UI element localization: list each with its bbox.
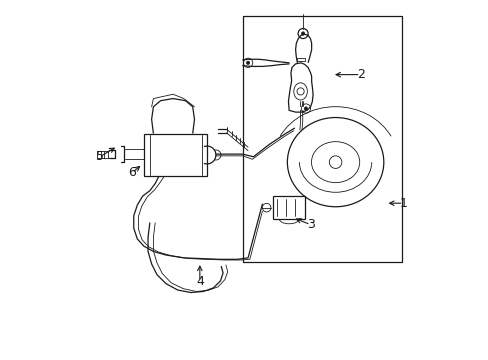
Text: 3: 3 xyxy=(306,218,314,231)
Text: 1: 1 xyxy=(399,197,407,210)
Text: 4: 4 xyxy=(196,275,203,288)
Text: 5: 5 xyxy=(96,150,103,163)
Circle shape xyxy=(301,32,304,35)
Text: 6: 6 xyxy=(128,166,136,179)
Circle shape xyxy=(304,107,307,111)
Circle shape xyxy=(246,61,249,64)
Text: 2: 2 xyxy=(356,68,364,81)
